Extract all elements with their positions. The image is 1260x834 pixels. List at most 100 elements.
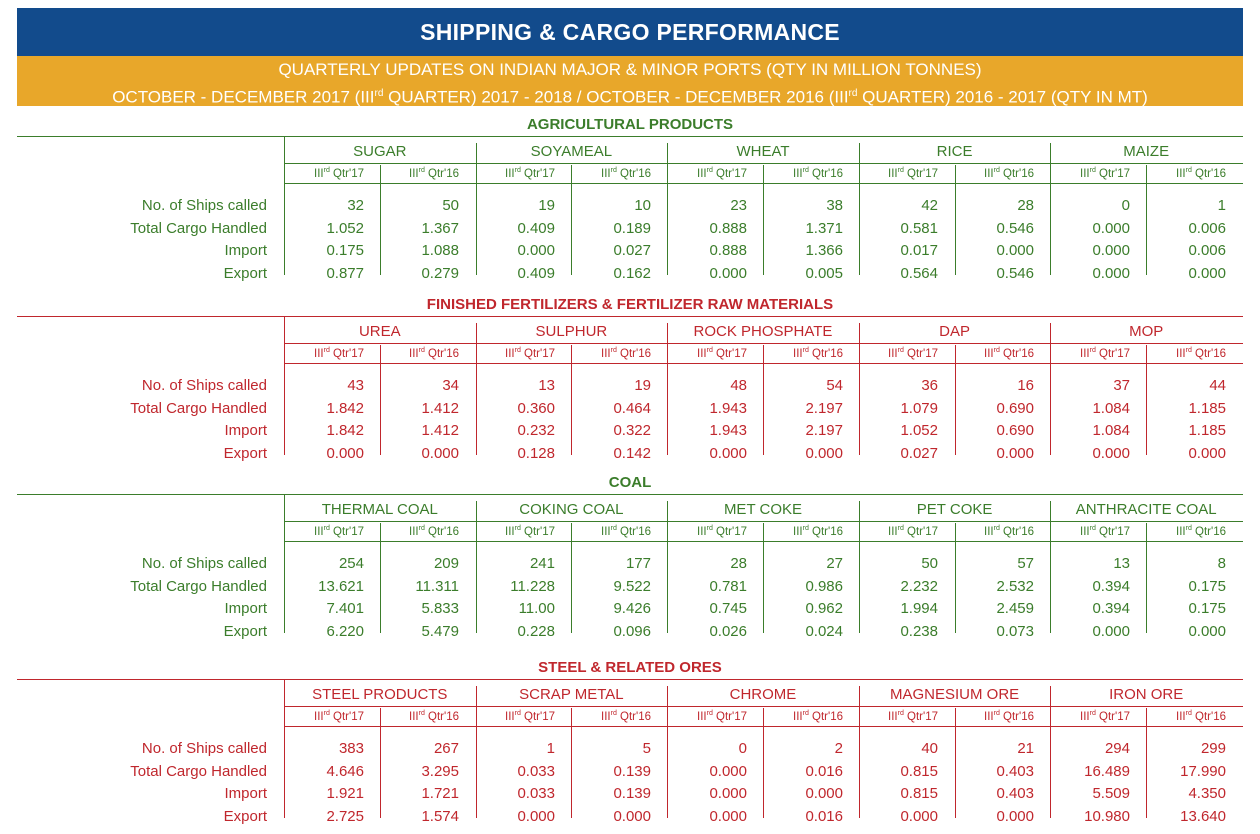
table-cell: 19 [538, 197, 555, 214]
table-cell: 0.403 [996, 763, 1034, 780]
table-cell: 1.412 [421, 400, 459, 417]
table-cell: 43 [347, 377, 364, 394]
table-cell: 0.175 [1188, 578, 1226, 595]
table-cell: 0.006 [1188, 242, 1226, 259]
table-cell: 0.073 [996, 623, 1034, 640]
table-cell: 2.532 [996, 578, 1034, 595]
table-cell: 1.943 [709, 422, 747, 439]
quarter-header: IIIrd Qtr'17 [697, 347, 747, 360]
table-cell: 0.000 [1092, 445, 1130, 462]
table-cell: 28 [1017, 197, 1034, 214]
table-cell: 0.403 [996, 785, 1034, 802]
table-cell: 6.220 [326, 623, 364, 640]
table-cell: 0.000 [709, 785, 747, 802]
table-cell: 1.721 [421, 785, 459, 802]
category-header: WHEAT [736, 143, 790, 160]
quarter-header: IIIrd Qtr'16 [601, 710, 651, 723]
table-cell: 1.921 [326, 785, 364, 802]
table-cell: 57 [1017, 555, 1034, 572]
table-cell: 2.459 [996, 600, 1034, 617]
category-header: DAP [939, 323, 971, 340]
category-rule [284, 706, 1243, 707]
table-cell: 0.000 [1092, 220, 1130, 237]
table-cell: 27 [826, 555, 843, 572]
table-cell: 0.360 [517, 400, 555, 417]
table-cell: 2 [834, 740, 843, 757]
table-cell: 0.000 [805, 445, 843, 462]
table-cell: 0.000 [1092, 265, 1130, 282]
category-header: ROCK PHOSPHATE [693, 323, 833, 340]
table-cell: 38 [826, 197, 843, 214]
table-cell: 0.000 [1092, 242, 1130, 259]
category-header: MAGNESIUM ORE [890, 686, 1020, 703]
table-left-rule [284, 679, 285, 818]
table-cell: 177 [625, 555, 651, 572]
table-cell: 0.962 [805, 600, 843, 617]
quarter-header: IIIrd Qtr'16 [984, 167, 1034, 180]
table-cell: 0.189 [613, 220, 651, 237]
column-rule [859, 501, 860, 633]
table-cell: 5.509 [1092, 785, 1130, 802]
quarter-header: IIIrd Qtr'16 [984, 347, 1034, 360]
quarter-header: IIIrd Qtr'16 [409, 525, 459, 538]
table-cell: 0.546 [996, 220, 1034, 237]
table-cell: 13 [1113, 555, 1130, 572]
table-cell: 13.621 [318, 578, 364, 595]
row-label: No. of Ships called [141, 740, 267, 757]
table-cell: 0.000 [996, 808, 1034, 825]
table-cell: 11.228 [510, 578, 555, 595]
page-title: SHIPPING & CARGO PERFORMANCE [17, 8, 1243, 56]
column-rule [763, 523, 764, 633]
section-title: AGRICULTURAL PRODUCTS [526, 116, 734, 133]
table-cell: 0.000 [900, 808, 938, 825]
quarter-header: IIIrd Qtr'17 [1080, 347, 1130, 360]
table-cell: 299 [1200, 740, 1226, 757]
column-rule [571, 523, 572, 633]
table-cell: 0.464 [613, 400, 651, 417]
table-cell: 0.690 [996, 400, 1034, 417]
quarter-header: IIIrd Qtr'16 [1176, 525, 1226, 538]
subtitle-line-1: QUARTERLY UPDATES ON INDIAN MAJOR & MINO… [278, 60, 982, 79]
category-header: CHROME [729, 686, 797, 703]
table-cell: 0.815 [900, 785, 938, 802]
section-title: COAL [608, 474, 652, 491]
table-cell: 0.000 [326, 445, 364, 462]
table-left-rule [284, 494, 285, 633]
table-cell: 4.646 [326, 763, 364, 780]
column-rule [955, 345, 956, 455]
subtitle-banner: QUARTERLY UPDATES ON INDIAN MAJOR & MINO… [17, 56, 1243, 107]
quarter-header: IIIrd Qtr'17 [888, 167, 938, 180]
row-label: Total Cargo Handled [130, 400, 267, 417]
table-cell: 0.175 [326, 242, 364, 259]
table-cell: 0.142 [613, 445, 651, 462]
table-cell: 0.564 [900, 265, 938, 282]
table-cell: 0.000 [709, 265, 747, 282]
table-cell: 7.401 [326, 600, 364, 617]
table-cell: 2.232 [900, 578, 938, 595]
table-cell: 0.581 [900, 220, 938, 237]
table-cell: 9.426 [613, 600, 651, 617]
table-cell: 0.815 [900, 763, 938, 780]
table-cell: 13 [538, 377, 555, 394]
section-rule [17, 316, 1243, 317]
table-cell: 0.322 [613, 422, 651, 439]
table-cell: 0.006 [1188, 220, 1226, 237]
quarter-header: IIIrd Qtr'16 [601, 167, 651, 180]
table-cell: 0.000 [1092, 623, 1130, 640]
category-header: MOP [1129, 323, 1164, 340]
row-label: No. of Ships called [141, 555, 267, 572]
quarter-header: IIIrd Qtr'16 [409, 347, 459, 360]
quarter-header: IIIrd Qtr'17 [697, 710, 747, 723]
table-cell: 0.238 [900, 623, 938, 640]
quarter-header: IIIrd Qtr'16 [409, 710, 459, 723]
column-rule [955, 708, 956, 818]
column-rule [476, 323, 477, 455]
quarter-header: IIIrd Qtr'17 [314, 525, 364, 538]
quarter-header: IIIrd Qtr'17 [888, 525, 938, 538]
column-rule [476, 686, 477, 818]
table-cell: 209 [433, 555, 459, 572]
category-header: THERMAL COAL [321, 501, 438, 518]
category-rule [284, 521, 1243, 522]
column-rule [1146, 708, 1147, 818]
column-rule [859, 143, 860, 275]
